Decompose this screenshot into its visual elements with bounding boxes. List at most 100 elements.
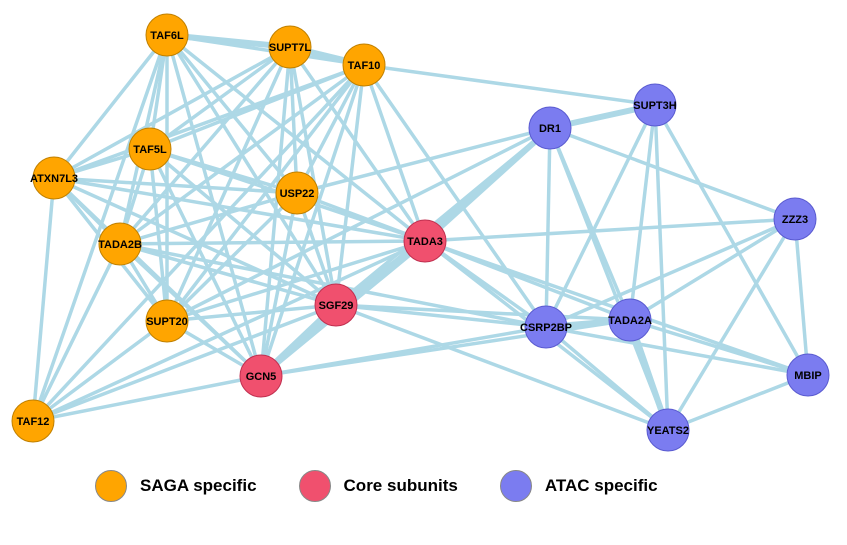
node-atxn7l3: ATXN7L3 — [30, 156, 78, 200]
edge-dr1-csrp2bp — [544, 126, 552, 329]
legend-label-core: Core subunits — [343, 476, 458, 495]
node-label-sgf29: SGF29 — [319, 300, 354, 312]
legend-item-core: Core subunits — [298, 470, 458, 502]
edge-zzz3-mbip — [793, 217, 810, 377]
edge-mbip-yeats2 — [666, 373, 810, 432]
node-circle-tada2b — [98, 222, 142, 266]
node-label-gcn5: GCN5 — [246, 371, 277, 383]
node-yeats2: YEATS2 — [646, 408, 690, 452]
edge-supt7l-gcn5 — [259, 45, 292, 378]
network-graph: TAF6L SUPT7L TAF10 TAF5L ATXN7L3 USP22 TADA2B S… — [11, 13, 830, 452]
edge-supt20-sgf29 — [165, 303, 338, 323]
edge-tada2b-taf12 — [31, 242, 122, 423]
edge-supt20-taf12 — [31, 319, 169, 423]
node-taf5l: TAF5L — [128, 127, 172, 171]
node-label-mbip: MBIP — [794, 370, 822, 382]
node-label-supt20: SUPT20 — [146, 316, 188, 328]
node-circle-dr1 — [528, 106, 572, 150]
edge-tada3-zzz3 — [423, 217, 797, 243]
node-circle-tada2a — [608, 298, 652, 342]
edge-zzz3-tada2a — [628, 217, 797, 322]
edge-sgf29-yeats2 — [334, 303, 670, 432]
node-circle-atxn7l3 — [32, 156, 76, 200]
node-csrp2bp: CSRP2BP — [520, 305, 572, 349]
legend-label-atac: ATAC specific — [544, 476, 658, 495]
edge-dr1-zzz3 — [548, 126, 797, 221]
node-supt3h: SUPT3H — [633, 83, 677, 127]
edge-layer — [31, 32, 810, 433]
legend-item-saga: SAGA specific — [95, 470, 257, 502]
node-supt7l: SUPT7L — [268, 25, 312, 69]
edge-taf6l-sgf29 — [165, 33, 338, 307]
legend-label-saga: SAGA specific — [140, 476, 257, 495]
edge-gcn5-dr1 — [259, 126, 552, 378]
node-label-atxn7l3: ATXN7L3 — [30, 173, 78, 185]
node-label-taf5l: TAF5L — [133, 144, 167, 156]
node-label-supt3h: SUPT3H — [633, 100, 676, 112]
edge-taf5l-gcn5 — [148, 147, 263, 378]
node-label-taf10: TAF10 — [348, 60, 381, 72]
legend-swatch-atac — [499, 470, 532, 502]
edge-taf10-sgf29 — [334, 63, 366, 307]
edge-supt3h-mbip — [653, 103, 810, 377]
edge-taf12-gcn5 — [31, 374, 263, 423]
node-circle-taf12 — [11, 399, 55, 443]
node-taf6l: TAF6L — [145, 13, 189, 57]
node-circle-gcn5 — [239, 354, 283, 398]
edge-zzz3-yeats2 — [666, 217, 797, 432]
edge-taf10-tada3 — [362, 63, 427, 243]
node-circle-yeats2 — [646, 408, 690, 452]
edge-supt7l-taf5l — [148, 45, 292, 151]
edge-taf12-tada3 — [31, 239, 427, 423]
edge-csrp2bp-yeats2 — [544, 325, 670, 432]
node-tada2a: TADA2A — [608, 298, 652, 342]
node-label-yeats2: YEATS2 — [647, 425, 689, 437]
node-usp22: USP22 — [275, 171, 319, 215]
edge-csrp2bp-mbip — [544, 325, 810, 377]
node-circle-supt7l — [268, 25, 312, 69]
edge-tada2b-sgf29 — [118, 242, 338, 307]
edge-usp22-dr1 — [295, 126, 552, 195]
node-circle-taf6l — [145, 13, 189, 57]
node-taf10: TAF10 — [342, 43, 386, 87]
edge-atxn7l3-usp22 — [52, 176, 299, 195]
edge-taf10-csrp2bp — [362, 63, 548, 329]
node-circle-sgf29 — [314, 283, 358, 327]
node-taf12: TAF12 — [11, 399, 55, 443]
edge-gcn5-tada2a — [259, 318, 632, 378]
edge-atxn7l3-taf12 — [31, 176, 56, 423]
node-circle-taf10 — [342, 43, 386, 87]
node-label-taf6l: TAF6L — [150, 30, 184, 42]
legend-swatch-saga — [95, 470, 127, 502]
edge-taf12-sgf29 — [31, 303, 338, 423]
node-label-taf12: TAF12 — [17, 416, 50, 428]
node-label-tada2a: TADA2A — [608, 315, 652, 327]
edge-taf5l-supt20 — [148, 147, 169, 323]
edge-supt7l-tada3 — [288, 45, 427, 243]
node-label-zzz3: ZZZ3 — [782, 214, 808, 226]
legend: SAGA specific Core subunits ATAC specifi… — [95, 470, 700, 502]
edge-usp22-tada3 — [295, 191, 427, 243]
node-circle-tada3 — [403, 219, 447, 263]
edge-taf10-supt3h — [362, 63, 657, 107]
edge-supt3h-tada2a — [628, 103, 657, 322]
node-label-tada3: TADA3 — [407, 236, 443, 248]
node-label-supt7l: SUPT7L — [269, 42, 311, 54]
edge-supt7l-tada2b — [118, 45, 292, 246]
edge-taf6l-taf12 — [31, 33, 169, 423]
edge-tada2b-tada3 — [118, 239, 427, 246]
legend-swatch-core — [298, 470, 331, 502]
node-tada3: TADA3 — [403, 219, 447, 263]
legend-item-atac: ATAC specific — [499, 470, 658, 502]
node-circle-mbip — [786, 353, 830, 397]
node-layer: TAF6L SUPT7L TAF10 TAF5L ATXN7L3 USP22 TADA2B S… — [11, 13, 830, 452]
edge-supt7l-supt20 — [165, 45, 292, 323]
node-tada2b: TADA2B — [98, 222, 142, 266]
edge-taf10-atxn7l3 — [52, 63, 366, 180]
node-supt20: SUPT20 — [145, 299, 189, 343]
node-gcn5: GCN5 — [239, 354, 283, 398]
edge-supt7l-usp22 — [288, 45, 299, 195]
node-label-csrp2bp: CSRP2BP — [520, 322, 572, 334]
node-label-tada2b: TADA2B — [98, 239, 142, 251]
edge-usp22-tada2b — [118, 191, 299, 246]
